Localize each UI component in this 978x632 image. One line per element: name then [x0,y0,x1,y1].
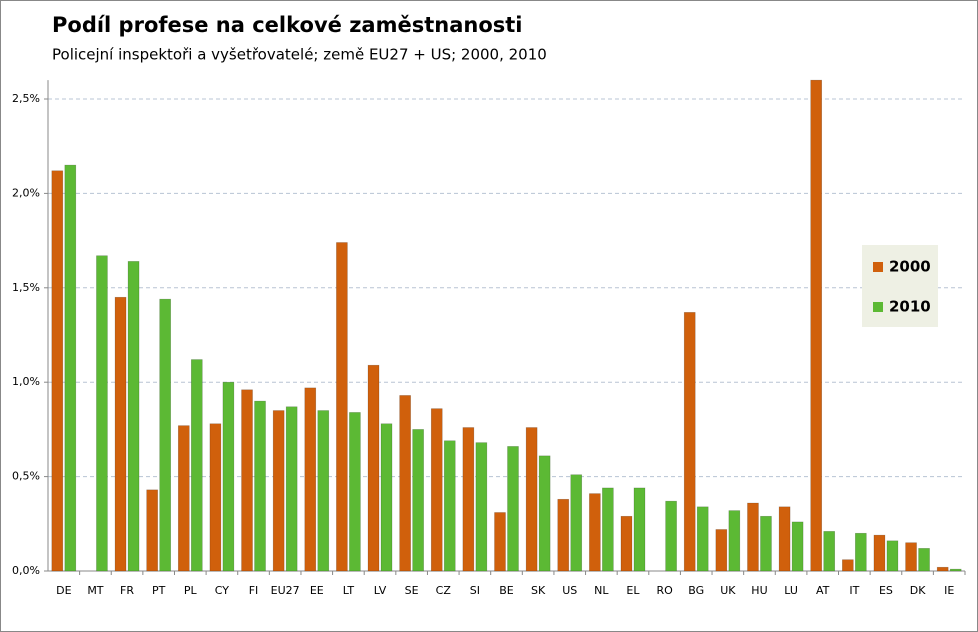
bar [589,493,601,572]
bar [936,566,949,572]
x-tick-label: MT [87,584,103,597]
bar [209,423,222,572]
bar [285,406,298,572]
bar [190,359,203,572]
bar [538,455,551,572]
x-tick-label: ES [879,584,893,597]
bar [696,506,709,572]
bar [557,498,570,572]
bar [747,502,759,572]
bar [430,408,443,572]
legend-label: 2010 [889,298,931,316]
bar [412,429,424,572]
bar [873,534,886,572]
y-tick-label: 0,5% [12,470,40,483]
bar [317,410,330,572]
x-tick-label: FR [120,584,134,597]
bar [728,510,741,572]
y-tick-label: 0,0% [12,564,40,577]
bar [146,489,158,572]
bar [96,255,108,572]
bar [683,312,696,572]
bar [475,442,488,572]
bar [602,487,614,572]
bar [127,261,140,572]
x-tick-label: LV [374,584,387,597]
bar [810,79,823,572]
bar [462,427,475,572]
x-tick-label: DK [910,584,926,597]
bar [114,296,127,572]
bar [272,410,285,572]
bar [842,559,854,572]
x-tick-label: PL [184,584,198,597]
bar [918,548,930,572]
bar [525,427,538,572]
y-tick-label: 2,0% [12,186,40,199]
x-tick-label: SE [405,584,419,597]
bar [51,170,64,572]
x-tick-label: SK [531,584,546,597]
bar [254,400,266,572]
bar [778,506,791,572]
bar [791,521,804,572]
bar [159,298,171,572]
bar [855,532,867,572]
bar [177,425,190,572]
bar [886,540,899,572]
x-tick-label: IT [849,584,859,597]
x-tick-label: CZ [436,584,452,597]
x-tick-label: EU27 [271,584,300,597]
bar [241,389,253,572]
bar [620,515,633,572]
x-tick-label: LT [343,584,355,597]
bar [367,364,380,572]
bar [304,387,317,572]
x-tick-label: EL [626,584,640,597]
legend-box [862,245,938,327]
bar [905,542,917,572]
x-tick-label: PT [152,584,166,597]
x-tick-label: HU [751,584,767,597]
legend-swatch [873,302,883,312]
bar [336,242,348,572]
x-tick-label: UK [720,584,736,597]
bar [715,529,728,572]
x-tick-label: DE [56,584,71,597]
bar [949,568,962,572]
bar [760,515,772,572]
bar [399,395,411,572]
x-tick-label: US [562,584,577,597]
x-tick-label: SI [470,584,480,597]
legend-label: 2000 [889,258,931,276]
x-tick-label: LU [784,584,798,597]
bar [665,500,677,572]
bar [222,381,235,572]
bar [494,512,506,572]
x-tick-label: CY [215,584,229,597]
chart-subtitle: Policejní inspektoři a vyšetřovatelé; ze… [52,46,547,64]
y-tick-label: 1,5% [12,281,40,294]
y-tick-label: 2,5% [12,92,40,105]
x-tick-label: NL [594,584,609,597]
x-tick-label: IE [944,584,954,597]
chart-title: Podíl profese na celkové zaměstnanosti [52,13,523,37]
bar [823,531,836,572]
x-tick-label: EE [310,584,324,597]
x-tick-label: BG [688,584,704,597]
x-tick-label: BE [499,584,514,597]
bar [443,440,456,572]
bar [349,412,361,572]
legend-swatch [873,262,883,272]
x-tick-label: AT [816,584,830,597]
x-tick-label: FI [249,584,259,597]
bar [633,487,646,572]
bar [570,474,583,572]
y-tick-label: 1,0% [12,375,40,388]
bar [380,423,393,572]
bar [507,446,519,572]
x-tick-label: RO [656,584,673,597]
bar [64,164,77,572]
